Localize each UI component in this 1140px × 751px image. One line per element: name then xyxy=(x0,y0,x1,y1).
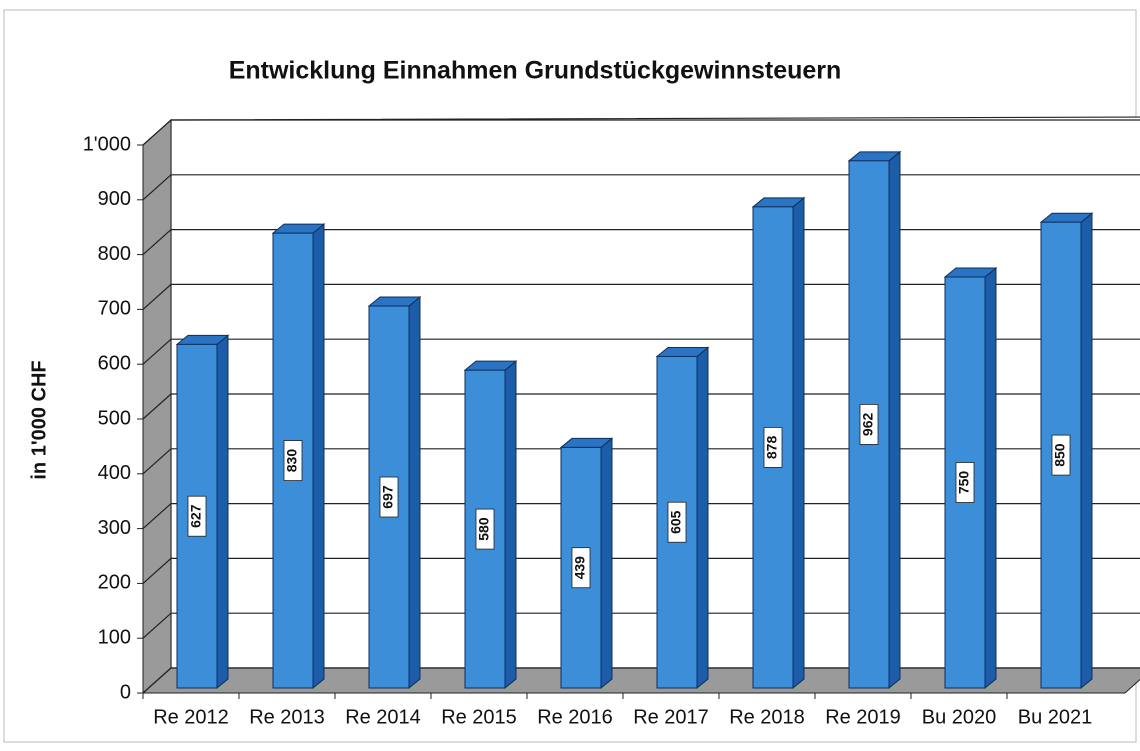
x-tick-label: Re 2013 xyxy=(249,706,325,728)
value-label-box xyxy=(379,476,399,518)
grid-line xyxy=(142,338,1140,365)
value-label: 627 xyxy=(188,504,204,528)
x-tick-label: Re 2015 xyxy=(441,706,517,728)
grid-line xyxy=(142,393,1140,420)
grid-line xyxy=(142,667,1140,694)
bar-side xyxy=(504,360,517,690)
y-tick-label: 900 xyxy=(98,188,131,210)
grid-line xyxy=(142,612,1140,639)
value-label: 962 xyxy=(860,413,876,437)
y-tick-label: 300 xyxy=(98,517,131,539)
value-label-box xyxy=(859,404,879,445)
grid-line xyxy=(142,119,1140,146)
y-tick-label: 700 xyxy=(98,298,131,320)
bar-side xyxy=(216,334,229,690)
bar-side xyxy=(696,346,709,690)
y-tick-label: 500 xyxy=(98,407,131,429)
y-tick-label: 600 xyxy=(98,352,131,374)
grid-line xyxy=(142,229,1140,256)
x-tick-label: Re 2016 xyxy=(537,706,613,728)
value-label-box xyxy=(571,547,591,589)
y-tick-label: 200 xyxy=(98,572,131,594)
value-label-box xyxy=(667,501,687,543)
x-tick-label: Bu 2020 xyxy=(922,706,997,728)
y-tick-label: 0 xyxy=(120,681,131,703)
bar xyxy=(272,232,314,689)
value-label: 605 xyxy=(668,510,684,534)
value-label: 750 xyxy=(956,471,972,495)
x-tick-label: Bu 2021 xyxy=(1018,706,1093,728)
value-label: 580 xyxy=(476,517,492,541)
value-label-box xyxy=(475,508,495,550)
x-tick-label: Re 2017 xyxy=(633,706,709,728)
y-tick-label: 100 xyxy=(98,626,131,648)
value-label-box xyxy=(187,495,207,537)
value-label: 850 xyxy=(1052,443,1068,467)
x-tick-label: Re 2018 xyxy=(729,706,805,728)
y-tick-label: 400 xyxy=(98,462,131,484)
bar-side xyxy=(408,295,421,690)
y-tick-label: 1'000 xyxy=(83,133,131,155)
value-label-box xyxy=(283,440,303,481)
y-axis-label: in 1'000 CHF xyxy=(28,360,50,479)
grid-line xyxy=(142,503,1140,530)
bar-side xyxy=(792,196,805,690)
bar-side xyxy=(984,266,997,690)
x-tick-label: Re 2012 xyxy=(153,706,229,728)
bar-side xyxy=(1080,212,1093,690)
y-tick-label: 800 xyxy=(98,243,131,265)
value-label: 878 xyxy=(764,436,780,460)
value-label: 830 xyxy=(284,449,300,473)
chart-title: Entwicklung Einnahmen Grundstückgewinnst… xyxy=(229,57,842,85)
grid-line xyxy=(142,448,1140,475)
value-label: 697 xyxy=(380,485,396,509)
bar-side xyxy=(600,437,613,690)
x-tick-label: Re 2014 xyxy=(345,706,421,728)
value-label-box xyxy=(955,462,975,503)
grid-line xyxy=(142,174,1140,201)
x-tick-label: Re 2019 xyxy=(825,706,901,728)
value-label-box xyxy=(763,427,783,468)
grid-line xyxy=(142,283,1140,310)
bar-side xyxy=(888,150,901,690)
bar-side xyxy=(312,223,325,690)
value-label-box xyxy=(1051,434,1071,476)
value-label: 439 xyxy=(572,556,588,580)
grid-line xyxy=(142,557,1140,584)
